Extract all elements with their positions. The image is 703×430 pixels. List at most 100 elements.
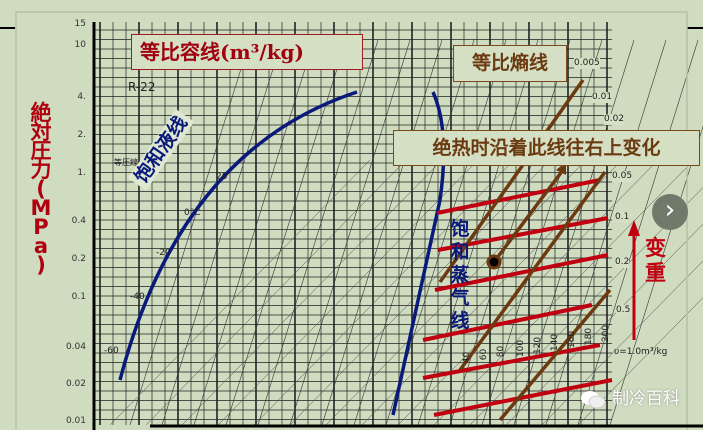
isentrope-grid-line xyxy=(109,159,371,426)
isentrope-arrow xyxy=(492,168,565,264)
specific-volume-label: 0.2 xyxy=(615,257,630,268)
isentrope-grid-line xyxy=(505,223,703,426)
heavier-arrow-head xyxy=(628,220,640,236)
y-axis-label-char: 対 xyxy=(30,120,52,144)
saturated-vapor-char: 和 xyxy=(450,241,470,263)
isentrope-grid-line xyxy=(217,159,479,426)
y-tick-label: 0.1 xyxy=(71,292,86,302)
isentrope-grid-line xyxy=(181,159,443,426)
y-tick-label: 15 xyxy=(74,19,86,29)
saturated-vapor-char: 线 xyxy=(450,310,470,332)
isentrope-grid-line xyxy=(253,159,515,426)
y-tick-label: 0.01 xyxy=(65,416,86,426)
specific-volume-label: 0.1 xyxy=(615,212,630,223)
saturation-temperature-label: -40 xyxy=(130,292,145,302)
isotherm-line xyxy=(257,39,379,426)
y-axis-label-char: ( xyxy=(36,177,46,201)
isentropic-lines xyxy=(438,78,612,422)
next-slide-button[interactable]: › xyxy=(652,194,688,230)
y-axis-label-char: M xyxy=(30,196,52,220)
isotherm-line xyxy=(449,39,571,426)
isentrope-grid-line xyxy=(433,159,695,426)
isobar-label: 等圧線 xyxy=(114,158,138,167)
isochore-2 xyxy=(433,378,613,417)
isochore-0.5 xyxy=(422,303,593,342)
state-point xyxy=(486,254,502,270)
isotherm-line xyxy=(513,39,635,426)
isotherm-line xyxy=(353,39,475,426)
y-axis-label-char: ) xyxy=(36,253,46,277)
y-tick-label: 0.02 xyxy=(65,379,86,389)
isentrope-grid-line xyxy=(361,159,623,426)
specific-volume-label: 0.005 xyxy=(574,58,600,69)
saturation-temperature-label: 20 xyxy=(216,172,228,182)
saturated-vapor-char: 饱 xyxy=(450,218,470,240)
y-tick-label: 2. xyxy=(77,130,86,140)
superheat-temperature-label: 200 xyxy=(601,324,612,343)
isotherm-line xyxy=(545,39,667,426)
superheat-temperature-label: 80 xyxy=(496,345,507,358)
superheat-temperature-label: 160 xyxy=(567,330,578,349)
superheat-temperature-label: 140 xyxy=(550,333,561,352)
isentrope-1 xyxy=(438,78,585,284)
specific-volume-label: 0.5 xyxy=(616,305,631,316)
y-tick-label: 0.2 xyxy=(71,254,86,264)
isochore-1.0 xyxy=(422,343,601,380)
heavier-char: 变 xyxy=(645,236,666,260)
isentrope-3 xyxy=(498,288,612,422)
specific-volume-unit: υ=1.0m³/kg xyxy=(614,347,668,357)
isentrope-grid-line xyxy=(397,159,659,426)
saturated-vapor-char: 蒸 xyxy=(450,264,470,286)
isochoric-annotation: 等比容线(m³/kg) xyxy=(131,34,363,70)
adiabatic-annotation: 绝热时沿着此线往右上变化 xyxy=(393,130,700,166)
superheat-temperature-label: 180 xyxy=(584,327,595,346)
heavier-label: 变重 xyxy=(645,236,669,286)
y-tick-label: 4. xyxy=(77,92,86,102)
isotherm-line xyxy=(609,125,703,426)
isotherm-line xyxy=(417,39,539,426)
saturation-temperature-label: 0°C xyxy=(184,208,201,218)
y-axis-label-char: 力 xyxy=(30,158,52,182)
watermark-text: 制冷百科 xyxy=(612,389,680,409)
saturated-vapor-char: 气 xyxy=(450,287,470,309)
slide-frame xyxy=(15,11,688,430)
isotherm-line xyxy=(289,39,411,426)
refrigerant-label: R-22 xyxy=(128,80,156,94)
saturation-temperature-label: -20 xyxy=(156,248,171,258)
y-tick-label: 1. xyxy=(77,168,86,178)
isentrope-grid-line xyxy=(325,159,587,426)
wechat-icon xyxy=(581,391,606,409)
y-axis-label-char: P xyxy=(33,215,49,239)
isentrope-2 xyxy=(458,170,607,372)
specific-volume-label: 0.02 xyxy=(604,114,625,125)
y-tick-label: 10 xyxy=(74,40,86,50)
specific-volume-label: 0.01 xyxy=(592,92,613,103)
y-axis-label-char: 絶 xyxy=(30,101,52,125)
specific-volume-label: 0.05 xyxy=(612,171,633,182)
isotherm-line xyxy=(193,39,315,426)
chevron-right-icon: › xyxy=(664,195,676,225)
y-tick-label: 0.4 xyxy=(71,216,86,226)
isotherm-line xyxy=(481,39,603,426)
saturated-liquid-curve xyxy=(118,90,358,381)
isotherm-line xyxy=(225,39,347,426)
saturated-vapor-label: 饱和蒸气线 xyxy=(448,218,472,333)
isochore-0.05 xyxy=(436,178,601,215)
isotherm-line xyxy=(129,39,251,426)
isentropic-annotation: 等比熵线 xyxy=(453,45,567,82)
superheat-temperature-label: 60 xyxy=(479,348,490,361)
watermark: 制冷百科 xyxy=(580,389,680,409)
isentrope-grid-line xyxy=(541,260,703,426)
y-axis-label-char: 圧 xyxy=(30,139,52,163)
saturation-temperature-label: -60 xyxy=(104,346,119,356)
y-axis-label-char: a xyxy=(33,234,49,258)
isotherm-line xyxy=(321,39,443,426)
superheat-temperature-label: 120 xyxy=(533,336,544,355)
isentrope-grid-line xyxy=(577,297,703,426)
heavier-char: 重 xyxy=(645,261,666,285)
isentrope-grid-line xyxy=(145,159,407,426)
superheat-temperature-label: 100 xyxy=(516,339,527,358)
isochore-0.2 xyxy=(434,253,609,292)
